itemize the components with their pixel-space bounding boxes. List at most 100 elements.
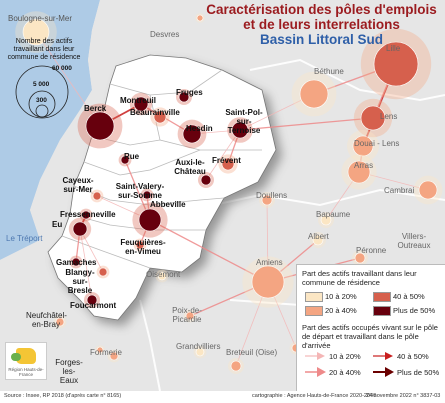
footer-date: 24 novembre 2022 n° 3837-03: [366, 393, 441, 399]
size-legend-circles: [15, 65, 69, 119]
region-logo: Région Hauts-de-France: [5, 342, 47, 380]
pole-bubble-auxi: [200, 174, 212, 186]
title-line-2: et de leurs interrelations: [243, 17, 400, 32]
place-abbeville: Abbeville: [150, 200, 186, 209]
legend-part2-item-3: 40 à 50%: [397, 352, 429, 361]
flow-line-15: [79, 228, 104, 273]
place-gamaches: Gamaches: [56, 258, 97, 267]
pole-bubble-boulogne: [22, 18, 50, 46]
place-lille: Lille: [386, 44, 401, 53]
legend-part2-item-1: 10 à 20%: [329, 352, 361, 361]
legend-arrow-10-20: [305, 352, 325, 360]
place-grandvilliers: Grandvilliers: [176, 342, 221, 351]
place-fressenneville: Fressenneville: [60, 210, 116, 219]
pole-bubble-albert: [312, 234, 324, 246]
place-saint-pol: Saint-Pol-sur-Ternoise: [225, 108, 263, 135]
legend-arrow-20-40: [305, 367, 326, 377]
place-feuquieres: Feuquières-en-Vimeu: [120, 238, 166, 256]
place-breteuil: Breteuil (Oise): [226, 348, 278, 357]
place-peronne: Péronne: [356, 246, 387, 255]
size-circle-300: [35, 104, 49, 118]
place-villers-outreaux: Villers-Outreaux: [397, 232, 431, 250]
pole-bubble-poix: [185, 311, 195, 321]
logo-shape-green: [11, 353, 21, 361]
pole-bubble-eu: [72, 221, 88, 237]
legend-arrow-40-50: [373, 352, 393, 360]
legend-part2-item-4: Plus de 50%: [397, 368, 440, 377]
place-le-treport: Le Tréport: [6, 234, 43, 243]
logo-shape-yellow: [16, 348, 36, 364]
place-auxi: Auxi-le-Château: [174, 158, 206, 176]
pole-bubble-lille: [373, 41, 419, 87]
pole-bubble-breteuil: [230, 360, 242, 372]
pole-bubble-doullens: [261, 194, 273, 206]
logo-text: Région Hauts-de-France: [8, 367, 44, 377]
size-label-60000: 60 000: [52, 65, 72, 72]
pole-bubble-bapaume: [320, 214, 332, 226]
legend-arrow-50plus: [373, 367, 394, 377]
place-cayeux: Cayeux-sur-Mer: [62, 176, 94, 194]
pole-bubble-peronne: [354, 252, 366, 264]
pole-bubble-ctx-c: [196, 14, 204, 22]
place-oisemont: Oisemont: [146, 270, 181, 279]
flow-line-8: [205, 129, 241, 181]
place-blangy: Blangy-sur-Bresle: [65, 268, 95, 295]
place-doullens: Doullens: [256, 191, 288, 200]
pole-bubble-fruges: [178, 91, 190, 103]
place-douai-lens: Douai - Lens: [354, 139, 400, 148]
size-legend: Nombre des actifs travaillant dans leur …: [2, 38, 86, 62]
place-arras: Arras: [354, 161, 374, 170]
place-saint-valery: Saint-Valery-sur-Somme: [115, 182, 165, 200]
pole-bubble-berck: [85, 111, 115, 141]
place-eu: Eu: [52, 220, 63, 229]
pole-bubble-rue: [120, 155, 130, 165]
pole-bubble-fressenneville: [81, 210, 91, 220]
pole-bubble-neufchatel: [55, 317, 65, 327]
title-line-1: Caractérisation des pôles d'emplois: [206, 2, 437, 17]
pole-bubble-saint-valery: [142, 190, 152, 200]
pole-bubble-blangy: [98, 267, 108, 277]
place-poix: Poix-de-Picardie: [172, 306, 202, 324]
flow-line-3: [140, 103, 193, 135]
size-circle-60000: [15, 65, 69, 119]
legend-part1-item-4: Plus de 50%: [393, 306, 436, 315]
legend-part1-item-2: 20 à 40%: [325, 306, 357, 315]
footer-source: Source : Insee, RP 2018 (d'après carte n…: [4, 393, 122, 399]
pole-bubble-feuquieres: [135, 240, 145, 250]
legend-swatch-20-40: [305, 306, 323, 316]
place-bapaume: Bapaume: [316, 210, 351, 219]
place-desvres: Desvres: [150, 30, 180, 39]
place-frevent: Frévent: [212, 156, 241, 165]
pole-bubble-forges: [96, 346, 104, 354]
place-rue: Rue: [124, 152, 140, 161]
legend-swatch-10-20: [305, 292, 323, 302]
flow-line-17: [149, 219, 269, 283]
place-berck: Berck: [84, 104, 107, 113]
pole-bubble-frevent: [221, 157, 235, 171]
footer: Source : Insee, RP 2018 (d'après carte n…: [0, 391, 445, 403]
legend-part1-title: Part des actifs travaillant dans leur co…: [302, 269, 417, 287]
legend-part1-item-1: 10 à 20%: [325, 292, 357, 301]
pole-bubble-arras: [347, 160, 371, 184]
pole-bubble-hesdin: [182, 124, 202, 144]
pole-bubble-saint-pol: [231, 121, 249, 139]
place-fruges: Fruges: [176, 88, 203, 97]
title-block: Caractérisation des pôles d'emplois et d…: [198, 2, 445, 47]
flow-line-0: [35, 31, 101, 127]
flow-line-16: [79, 228, 93, 301]
pole-bubble-bethune: [299, 79, 329, 109]
pole-bubble-beaurainville: [153, 110, 167, 124]
pole-bubble-gamaches: [71, 257, 81, 267]
place-neufchatel: Neufchâtel-en-Bray: [26, 311, 67, 329]
place-montreuil: Montreuil: [120, 96, 156, 105]
pole-bubble-amiens: [251, 265, 285, 299]
legend-part1-item-3: 40 à 50%: [393, 292, 425, 301]
title-line-3: Bassin Littoral Sud: [259, 32, 384, 47]
place-bethune: Béthune: [314, 67, 344, 76]
legend-part2-title: Part des actifs occupés vivant sur le pô…: [302, 323, 438, 350]
place-cambrai: Cambrai: [384, 186, 415, 195]
place-formerie: Formerie: [90, 348, 123, 357]
legend-box: Part des actifs travaillant dans leur co…: [296, 264, 445, 392]
